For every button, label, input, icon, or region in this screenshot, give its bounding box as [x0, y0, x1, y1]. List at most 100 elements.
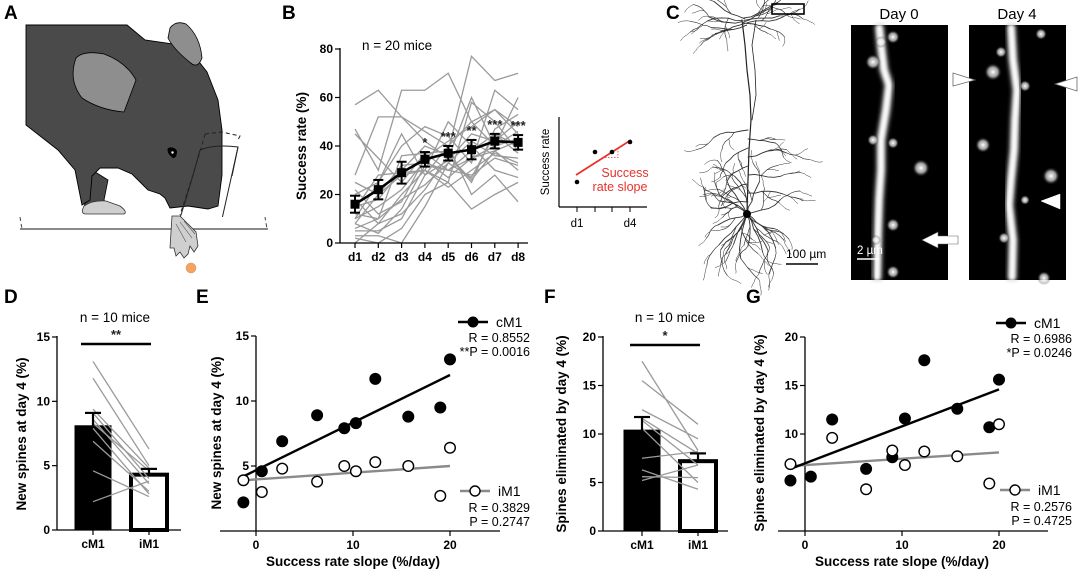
- data-point-iM1: [311, 475, 324, 488]
- micrograph-day0-title: Day 0: [879, 6, 918, 23]
- dendrite-branch: [765, 137, 776, 140]
- dendrite-branch: [698, 237, 707, 247]
- dendrite-branch: [724, 17, 729, 39]
- paired-mouse-line: [641, 417, 699, 454]
- micrograph-day4: [969, 24, 1066, 285]
- data-point-cM1: [784, 474, 797, 487]
- dendrite-branch: [762, 251, 775, 274]
- dendrite-branch: [691, 179, 704, 188]
- data-point-iM1: [338, 460, 351, 473]
- dendrite-branch: [733, 213, 748, 245]
- inset-y-axis-label: Success rate: [540, 129, 552, 195]
- y-tick-label: 0: [589, 524, 596, 538]
- dendrite-branch: [706, 34, 716, 41]
- dendrite-branch: [755, 221, 774, 231]
- significance-stars: **: [111, 327, 122, 342]
- head-bar-frame-3: [231, 146, 239, 177]
- dendrite-branch: [714, 172, 716, 184]
- dendrite-branch: [760, 175, 765, 189]
- dendrite-branch: [695, 143, 709, 147]
- eliminated-spine-arrowhead-icon: [952, 72, 977, 87]
- dendrite-branch: [777, 162, 790, 166]
- inset-x-tick-d4: d4: [624, 218, 637, 230]
- dendrite-branch: [808, 159, 823, 163]
- dendrite-branch: [780, 172, 801, 177]
- dendrite-branch: [720, 209, 732, 216]
- success-rate-slope-inset: d1 d4 Success rate Success rate slope: [540, 117, 649, 230]
- dendritic-spine: [886, 218, 900, 232]
- dendrite-branch: [703, 251, 713, 265]
- legend-label-cM1: cM1: [496, 314, 523, 330]
- data-point-iM1: [918, 445, 931, 458]
- data-point-iM1: [369, 456, 382, 469]
- neuron-reconstruction: [677, 0, 823, 296]
- dendrite-branch: [756, 227, 778, 243]
- data-point-iM1: [237, 474, 250, 487]
- paired-mouse-line: [92, 408, 150, 469]
- dendrite-branch: [760, 188, 765, 211]
- dendrite-branch: [740, 258, 760, 280]
- data-point-cM1: [860, 462, 873, 475]
- dendrite-branch: [747, 233, 757, 243]
- dendrite-branch: [699, 166, 713, 174]
- dendrite-branch: [758, 250, 769, 275]
- data-point-cM1: [255, 465, 268, 478]
- dendrite-branch: [720, 223, 732, 228]
- paired-mouse-line: [641, 450, 699, 459]
- dendrite-branch: [788, 238, 793, 250]
- dendrite-branch: [720, 249, 728, 276]
- dendrite-branch: [747, 173, 782, 178]
- panel-e-x-axis-label: Success rate slope (%/day): [266, 554, 440, 569]
- dendrite-branch: [758, 138, 776, 141]
- dendrite-branch: [716, 160, 728, 182]
- stat-p-iM1: P = 0.2747: [469, 515, 530, 529]
- dendrite-branch: [704, 159, 718, 165]
- data-point-cM1: [369, 372, 382, 385]
- dendrite-branch: [721, 132, 735, 150]
- dendritic-spine: [912, 159, 930, 177]
- x-tick-label: cM1: [630, 538, 654, 552]
- dendrite-branch: [751, 273, 760, 288]
- significance-stars: **: [466, 123, 477, 138]
- paired-mouse-line: [92, 422, 150, 472]
- dendrite-branch: [721, 235, 733, 246]
- dendrite-branch: [725, 147, 749, 164]
- stable-spine-arrow-icon: [921, 231, 959, 249]
- food-pellet: [185, 262, 197, 274]
- dendrite-branch: [746, 213, 775, 229]
- significance-stars: ***: [487, 117, 503, 132]
- dendrite-branch: [706, 224, 719, 239]
- dendrite-branch: [700, 177, 705, 189]
- x-tick-label: d3: [395, 250, 409, 264]
- panel-label-f: F: [544, 287, 556, 308]
- dendrite-branch: [723, 253, 728, 270]
- dendrite-branch: [743, 6, 773, 23]
- dendrite-branch: [734, 175, 748, 215]
- x-tick-label: d7: [488, 250, 502, 264]
- dendrite-branch: [707, 17, 743, 22]
- dendrite-branch: [738, 158, 743, 168]
- mouse-eye-highlight: [171, 151, 174, 154]
- dendrite-branch: [720, 196, 732, 207]
- dendrite-branch: [712, 163, 725, 173]
- dendritic-spine: [886, 30, 900, 44]
- dendrite-branch: [726, 238, 734, 254]
- dendritic-spine: [1019, 80, 1031, 92]
- data-point-iM1: [349, 465, 362, 478]
- dendrite-branch: [722, 197, 748, 215]
- data-point-iM1: [993, 418, 1006, 431]
- paired-mouse-line: [641, 360, 699, 451]
- dendrite-branch: [724, 25, 730, 39]
- inset-x-tick-d1: d1: [571, 218, 584, 230]
- dendrite-branch: [702, 186, 712, 209]
- dendrite-branch: [772, 141, 784, 151]
- dendrite-branch: [779, 7, 792, 10]
- dendrite-branch: [777, 0, 782, 3]
- dendrite-branch: [699, 37, 710, 44]
- mouse-ear: [167, 22, 203, 66]
- legend-label-cM1: cM1: [1034, 315, 1061, 331]
- panel-f-chart: * 0 5 10 15 20 cM1 iM1: [583, 328, 728, 552]
- dendrite-branch: [709, 206, 721, 210]
- dendrite-branch: [742, 233, 753, 240]
